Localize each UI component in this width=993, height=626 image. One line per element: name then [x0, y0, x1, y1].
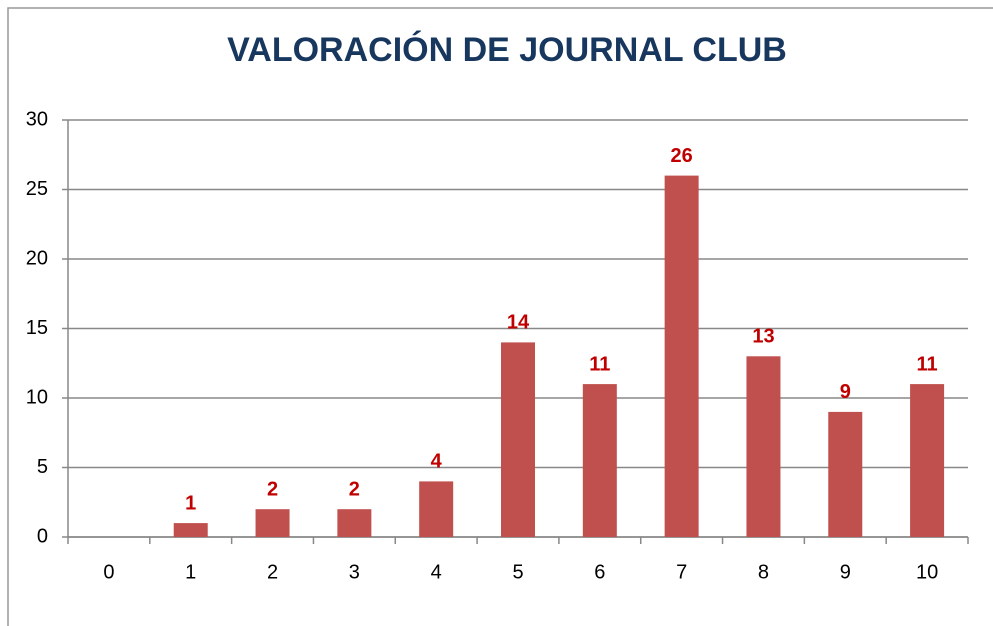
x-tick-label: 2	[267, 561, 278, 583]
bar	[173, 523, 208, 537]
x-tick-label: 8	[758, 561, 769, 583]
bar	[419, 481, 454, 537]
x-tick-label: 10	[916, 561, 938, 583]
x-tick-label: 6	[594, 561, 605, 583]
y-tick-label: 25	[26, 178, 48, 200]
x-tick-label: 0	[103, 561, 114, 583]
chart-title: VALORACIÓN DE JOURNAL CLUB	[227, 31, 787, 69]
bar	[337, 509, 372, 537]
y-tick-label: 15	[26, 317, 48, 339]
bar	[910, 384, 945, 537]
y-tick-label: 5	[37, 456, 48, 478]
chart-frame	[7, 7, 993, 626]
data-label: 11	[917, 353, 938, 375]
x-tick-label: 3	[349, 561, 360, 583]
x-tick-label: 9	[840, 561, 851, 583]
y-tick-label: 10	[26, 386, 48, 408]
bar	[664, 175, 699, 537]
data-label: 2	[267, 478, 278, 500]
bar	[255, 509, 290, 537]
y-tick-label: 0	[37, 525, 48, 547]
x-tick-label: 7	[676, 561, 687, 583]
data-label: 13	[752, 326, 774, 348]
bar	[501, 342, 535, 537]
data-label: 11	[589, 353, 610, 375]
y-tick-label: 30	[26, 108, 48, 130]
data-label: 26	[671, 145, 693, 167]
data-label: 9	[840, 381, 851, 403]
data-label: 14	[507, 312, 530, 334]
bar	[582, 384, 617, 537]
data-label: 2	[349, 478, 360, 500]
x-tick-label: 1	[185, 561, 196, 583]
data-label: 1	[185, 492, 196, 514]
bar	[746, 356, 781, 537]
x-tick-label: 5	[512, 561, 523, 583]
y-tick-label: 20	[26, 247, 48, 269]
bar	[828, 411, 863, 537]
data-label: 4	[431, 451, 443, 473]
x-tick-label: 4	[431, 561, 442, 583]
